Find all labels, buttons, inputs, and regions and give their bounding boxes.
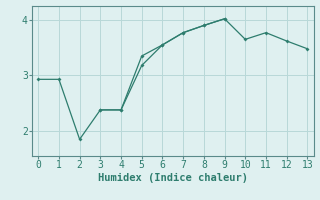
X-axis label: Humidex (Indice chaleur): Humidex (Indice chaleur)	[98, 173, 248, 183]
